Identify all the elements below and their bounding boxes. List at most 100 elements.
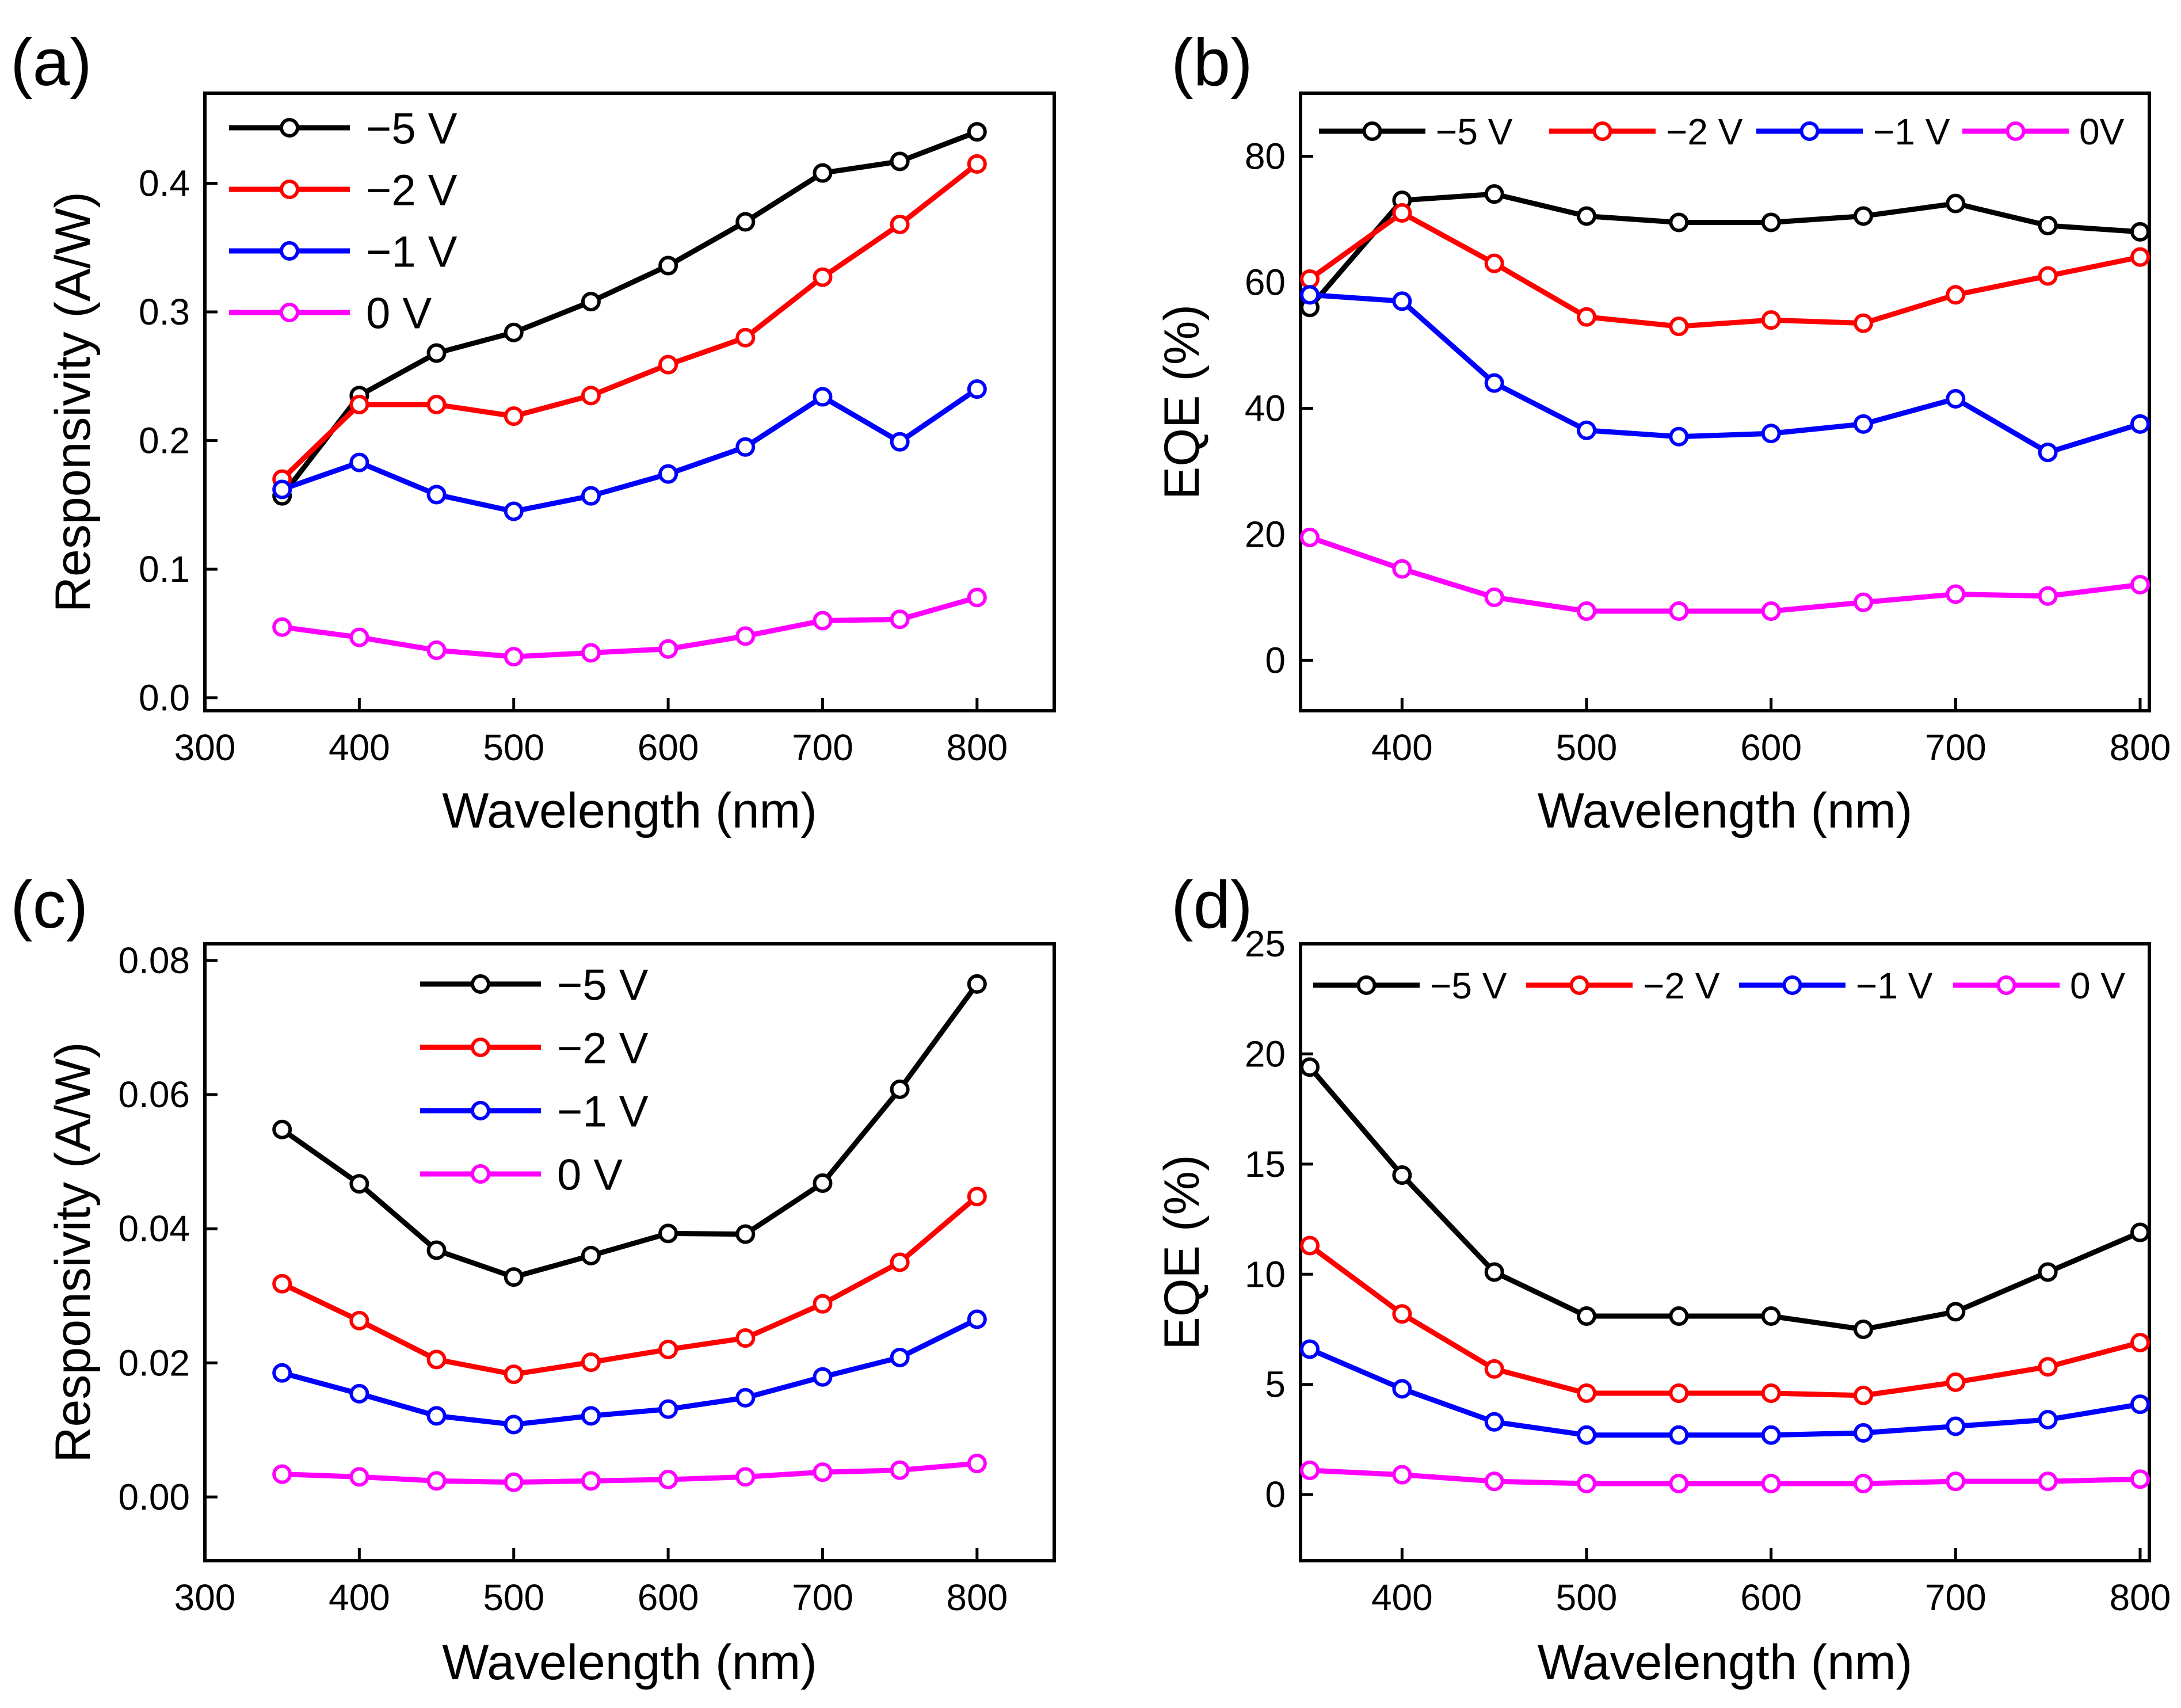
panel-d-series-0v-point: [1761, 1474, 1781, 1493]
panel-b-series-0v-line: [1309, 535, 2141, 614]
panel-c-x-axis-title: Wavelength (nm): [442, 1635, 817, 1690]
panel-c-series-minus5v-point: [349, 1174, 369, 1194]
panel-d-legend-0v-label: 0 V: [2070, 965, 2125, 1006]
panel-d-legend-0v-marker: [1996, 975, 2016, 995]
panel-d-plot-frame: [1299, 942, 2151, 1562]
panel-c-x-tick-label: 600: [638, 1577, 699, 1618]
panel-d-series-minus2v-point: [1853, 1385, 1873, 1405]
panel-c-legend-minus5v-label: −5 V: [557, 960, 649, 1009]
panel-b-series-0v-point: [2038, 586, 2058, 606]
panel-c-series-0v-line: [282, 1461, 978, 1485]
panel-b-y-tick-label: 0: [1265, 639, 1286, 681]
panel-b-series-minus5v-point: [1853, 206, 1873, 226]
panel-c-series-0v-point: [272, 1464, 292, 1484]
panel-b-x-tick-label: 400: [1371, 727, 1433, 768]
panel-c-series-minus2v-point: [272, 1274, 292, 1294]
panel-a-series-minus1v-point: [272, 479, 292, 500]
panel-d-series-minus5v-point: [2038, 1262, 2058, 1282]
panel-a-x-tick-label: 700: [792, 727, 853, 768]
panel-d-series-0v-point: [1484, 1471, 1504, 1492]
panel-c-legend-minus1v-label: −1 V: [557, 1087, 649, 1136]
panel-d-label: (d): [1171, 867, 1253, 942]
panel-c-series-minus2v-point: [967, 1187, 987, 1207]
panel-d-series-minus1v-point: [1577, 1425, 1597, 1445]
panel-b-series-minus5v-point: [1669, 212, 1689, 232]
panel-a-x-axis-title: Wavelength (nm): [442, 783, 817, 838]
panel-b-series-minus2v-point: [1946, 285, 1966, 305]
panel-d-series-0v-point: [1392, 1465, 1412, 1485]
panel-c-series-0v-point: [581, 1471, 601, 1491]
panel-b-series-minus5v-line: [1307, 191, 2141, 310]
panel-b: (b) 400 500 600 700 800 0 20 40 60 80 Wavelength (n…: [1154, 25, 2171, 838]
panel-b-legend-0v-label: 0V: [2079, 111, 2125, 152]
panel-a-series-minus1v-point: [426, 485, 447, 505]
panel-a-series-minus5v-point: [426, 343, 447, 363]
panel-c-series-minus2v-point: [890, 1252, 910, 1272]
panel-b-series-minus1v-point: [1577, 420, 1597, 440]
panel-b-series-minus1v-point: [1761, 424, 1781, 444]
panel-c-series-minus2v-line: [281, 1194, 979, 1377]
panel-c-legend-minus5v-marker: [471, 974, 490, 994]
panel-b-series-minus2v-point: [1484, 253, 1504, 273]
panel-c-series-minus5v-point: [967, 974, 987, 994]
panel-c-legend-0v-marker: [471, 1164, 490, 1184]
panel-a-series-minus2v-point: [581, 386, 601, 406]
panel-b-x-tick-label: 600: [1740, 727, 1802, 768]
panel-a-plot-frame: [203, 92, 1056, 712]
panel-d-legend-minus1v-label: −1 V: [1856, 965, 1933, 1006]
panel-a-legend-0v-label: 0 V: [366, 289, 432, 338]
panel-d-series-0v-line: [1309, 1467, 2141, 1486]
panel-b-series-minus5v-point: [1484, 184, 1504, 204]
panel-d-series-minus5v-point: [1392, 1165, 1412, 1185]
panel-d-x-tick-label: 500: [1556, 1577, 1618, 1618]
panel-c-series-minus5v-point: [504, 1267, 524, 1287]
panel-b-series-0v-point: [1946, 584, 1966, 604]
panel-b-legend-minus2v-label: −2 V: [1666, 111, 1743, 152]
panel-b-series-minus2v-point: [1853, 313, 1873, 333]
panel-a-series-minus1v-point: [813, 387, 833, 407]
panel-a-y-axis-title: Responsivity (A/W): [45, 192, 101, 612]
panel-a-series-minus5v-point: [813, 163, 833, 183]
panel-d-series-minus1v-point: [1761, 1425, 1781, 1445]
panel-a-y-tick-label: 0.1: [139, 548, 190, 590]
panel-c-series-minus5v-point: [581, 1245, 601, 1265]
panel-a-series-0v-point: [349, 627, 369, 647]
panel-b-series-minus5v-point: [1761, 212, 1781, 232]
panel-c-legend-minus2v-marker: [471, 1038, 490, 1057]
panel-d-x-axis-title: Wavelength (nm): [1538, 1635, 1913, 1690]
panel-b-series-minus1v-point: [1946, 389, 1966, 409]
panel-a-series-minus5v-point: [735, 212, 756, 232]
panel-c-series-minus5v-line: [280, 982, 979, 1280]
panel-b-y-tick-label: 60: [1245, 261, 1286, 303]
panel-a-series-minus5v-line: [280, 129, 978, 498]
panel-c-series-0v-point: [890, 1460, 910, 1480]
panel-a-legend-minus1v-marker: [280, 241, 299, 261]
panel-b-series-minus1v-point: [1484, 373, 1504, 393]
panel-a-series-minus1v-point: [658, 464, 678, 484]
panel-d-series-minus5v-point: [1669, 1306, 1689, 1326]
panel-d-series-minus2v-line: [1308, 1243, 2141, 1398]
panel-a-series-minus2v-point: [813, 267, 833, 287]
panel-a-label: (a): [10, 25, 92, 100]
panel-d: (d) 400 500 600 700 800 0 5 10 15 20 25 Wavelength (…: [1154, 867, 2171, 1690]
panel-c-series-minus5v-point: [735, 1224, 756, 1244]
panel-d-series-minus2v-point: [1577, 1383, 1597, 1404]
panel-a-series-minus1v-point: [504, 501, 524, 521]
panel-b-series-minus5v-point: [1946, 193, 1966, 214]
panel-d-series-minus5v-point: [1484, 1262, 1504, 1282]
panel-d-y-tick-label: 20: [1245, 1033, 1286, 1074]
panel-b-y-tick-label: 20: [1245, 513, 1286, 555]
panel-b-legend-minus1v-label: −1 V: [1873, 111, 1950, 152]
panel-d-series-minus2v-point: [1669, 1383, 1689, 1404]
panel-c-y-tick-label: 0.04: [118, 1208, 190, 1249]
panel-a-series-minus1v-point: [581, 486, 601, 506]
panel-d-y-tick-label: 10: [1245, 1253, 1286, 1295]
panel-a-y-tick-label: 0.4: [139, 162, 190, 204]
panel-d-series-minus2v-point: [2038, 1357, 2058, 1377]
panel-d-x-tick-label: 700: [1925, 1577, 1986, 1618]
panel-b-series-minus1v-point: [1669, 426, 1689, 447]
panel-b-legend-minus5v-marker: [1362, 121, 1382, 141]
panel-c-series-0v-point: [813, 1462, 833, 1482]
panel-c-series-minus1v-point: [813, 1367, 833, 1387]
panel-b-label: (b): [1171, 25, 1253, 100]
